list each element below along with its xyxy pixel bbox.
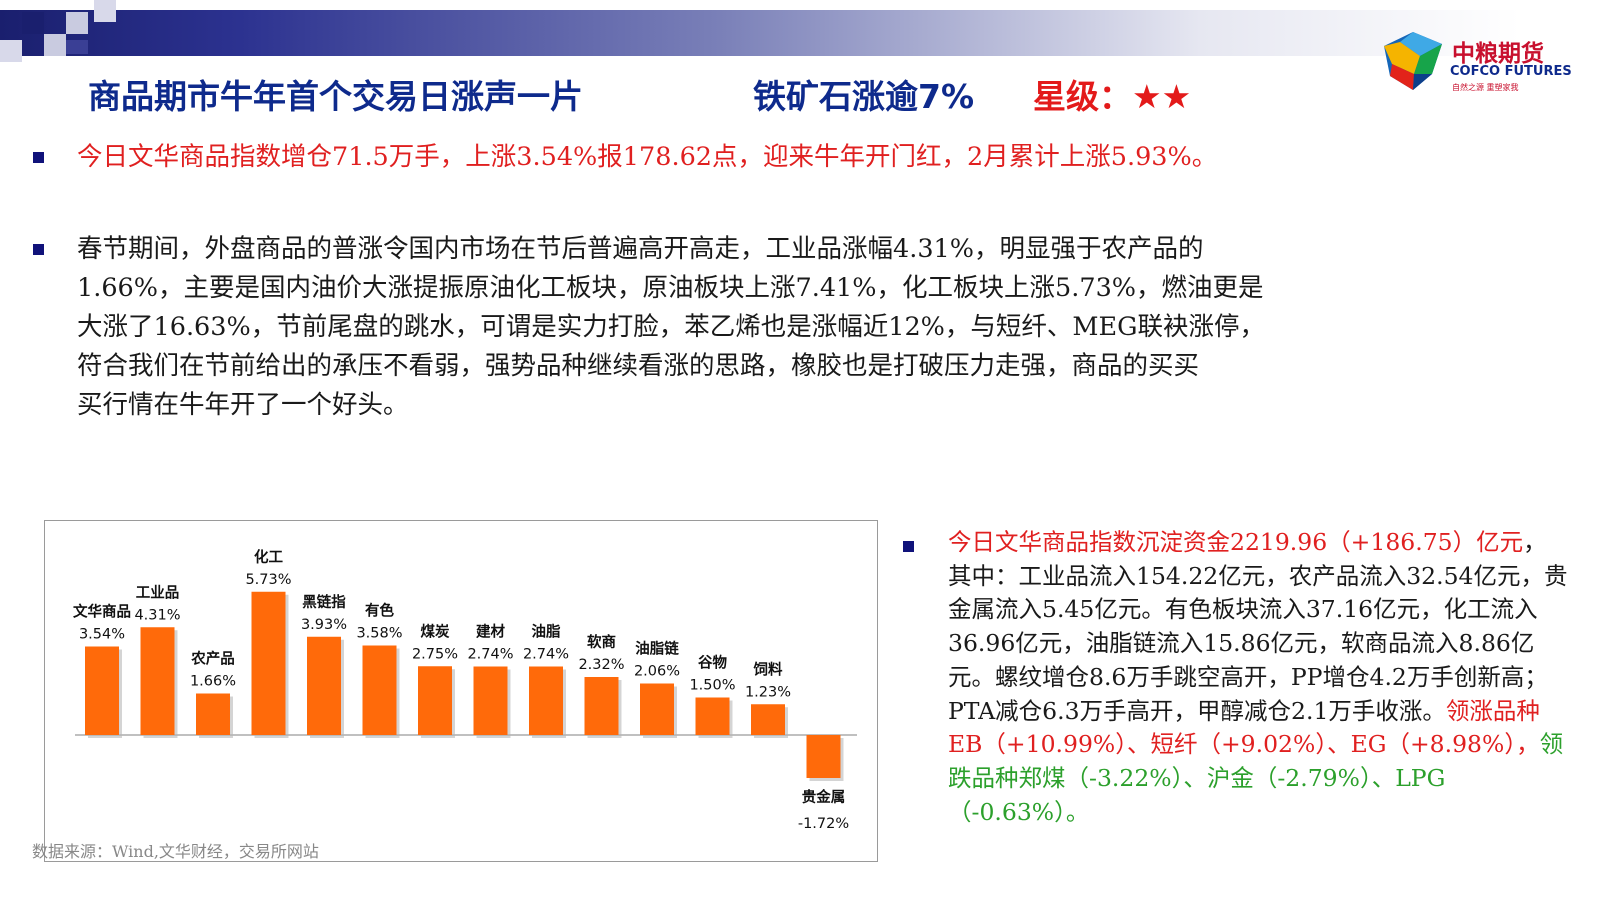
bar-9 bbox=[584, 677, 619, 735]
category-label: 贵金属 bbox=[802, 788, 846, 806]
bullet-3-leaders: 领涨品种EB（+10.99%）、短纤（+9.02%）、EG（+8.98%）， bbox=[948, 696, 1540, 759]
title-main: 商品期市牛年首个交易日涨声一片 bbox=[88, 77, 583, 116]
value-label: 1.23% bbox=[745, 684, 791, 700]
category-label: 工业品 bbox=[136, 584, 180, 601]
bullet-3-text: 今日文华商品指数沉淀资金2219.96（+186.75）亿元，其中：工业品流入1… bbox=[948, 526, 1568, 829]
bullet-1-text: 今日文华商品指数增仓71.5万手，上涨3.54%报178.62点，迎来牛年开门红… bbox=[77, 142, 1218, 172]
bar-2 bbox=[196, 693, 230, 735]
bullet-3-body: ，其中：工业品流入154.22亿元，农产品流入32.54亿元，贵金属流入5.45… bbox=[948, 528, 1568, 725]
bar-0 bbox=[85, 646, 119, 735]
category-label: 建材 bbox=[476, 623, 505, 641]
sector-change-chart: 文华商品 3.54% 工业品 4.31% 农产品 1.66% 化工 5.73% 黑链指 3.93%… bbox=[44, 520, 878, 862]
value-label: 2.06% bbox=[634, 664, 680, 680]
bullet-2-text: 春节期间，外盘商品的普涨令国内市场在节后普遍高开高走，工业品涨幅4.31%，明显… bbox=[77, 230, 1265, 425]
category-label: 油脂链 bbox=[635, 640, 679, 658]
value-label: 2.75% bbox=[412, 646, 458, 662]
category-label: 油脂 bbox=[532, 623, 561, 641]
value-label: 3.58% bbox=[356, 626, 402, 642]
data-source: 数据来源：Wind,文华财经，交易所网站 bbox=[32, 842, 319, 861]
category-label: 农产品 bbox=[190, 650, 235, 668]
cofco-logo-mark bbox=[1384, 32, 1442, 90]
header-gradient-bar bbox=[0, 10, 1600, 56]
bar-chart-svg: 文华商品 3.54% 工业品 4.31% 农产品 1.66% 化工 5.73% 黑链指 3.93%… bbox=[73, 548, 857, 832]
bullet-square bbox=[33, 244, 44, 255]
bullet-2-line: 春节期间，外盘商品的普涨令国内市场在节后普遍高开高走，工业品涨幅4.31%，明显… bbox=[77, 234, 1204, 264]
header-decoration bbox=[0, 0, 120, 70]
category-label: 黑链指 bbox=[302, 593, 346, 611]
category-label: 文华商品 bbox=[73, 603, 131, 621]
cofco-logo: 中粮期货 COFCO FUTURES 自然之源 重塑家我 bbox=[1380, 28, 1595, 108]
value-label: 1.50% bbox=[689, 678, 735, 694]
value-label: 2.74% bbox=[467, 647, 513, 663]
value-label: 1.66% bbox=[190, 674, 236, 690]
bar-8 bbox=[529, 666, 563, 735]
bullet-3-red: 今日文华商品指数沉淀资金2219.96（+186.75）亿元 bbox=[948, 528, 1524, 556]
category-label: 饲料 bbox=[753, 660, 783, 678]
bullet-2-line: 大涨了16.63%，节前尾盘的跳水，可谓是实力打脸，苯乙烯也是涨幅近12%，与短… bbox=[77, 312, 1266, 342]
category-label: 软商 bbox=[587, 633, 616, 651]
logo-name-en: COFCO FUTURES bbox=[1450, 64, 1572, 79]
logo-tagline: 自然之源 重塑家我 bbox=[1452, 83, 1519, 92]
bullet-square bbox=[33, 152, 44, 163]
logo-name-cn: 中粮期货 bbox=[1452, 41, 1544, 67]
value-label: 3.93% bbox=[301, 617, 347, 633]
value-label: -1.72% bbox=[798, 816, 849, 832]
rating: 星级：★★ bbox=[1033, 77, 1192, 116]
category-label: 有色 bbox=[365, 602, 394, 620]
category-label: 化工 bbox=[254, 548, 283, 566]
bullet-2-line: 买行情在牛年开了一个好头。 bbox=[77, 390, 409, 420]
bar-4 bbox=[307, 636, 341, 735]
title-sub: 铁矿石涨逾7% bbox=[753, 77, 975, 116]
bar-3 bbox=[251, 591, 286, 735]
bullet-2-line: 1.66%，主要是国内油价大涨提振原油化工板块，原油板块上涨7.41%，化工板块… bbox=[77, 273, 1264, 303]
page-title: 商品期市牛年首个交易日涨声一片 铁矿石涨逾7% 星级：★★ bbox=[88, 70, 1191, 118]
bullet-2-line: 符合我们在节前给出的承压不看弱，强势品种继续看涨的思路，橡胶也是打破压力走强，商… bbox=[77, 351, 1200, 381]
bullet-3-laggards: 领跌品种郑煤（-3.22%）、沪金（-2.79%）、LPG（-0.63%）。 bbox=[948, 730, 1564, 826]
value-label: 2.74% bbox=[523, 647, 569, 663]
category-label: 谷物 bbox=[698, 654, 727, 672]
value-label: 2.32% bbox=[578, 657, 624, 673]
bar-1 bbox=[140, 627, 175, 735]
bar-12 bbox=[751, 704, 785, 735]
category-label: 煤炭 bbox=[421, 622, 450, 640]
bar-6 bbox=[418, 666, 452, 735]
bar-10 bbox=[640, 683, 674, 735]
value-label: 3.54% bbox=[79, 627, 125, 643]
bullet-square bbox=[903, 541, 914, 552]
bar-7 bbox=[473, 666, 508, 735]
bar-11 bbox=[695, 697, 730, 735]
bar-13 bbox=[806, 735, 841, 778]
value-label: 4.31% bbox=[134, 607, 180, 623]
value-label: 5.73% bbox=[245, 572, 291, 588]
bar-5 bbox=[362, 645, 397, 735]
